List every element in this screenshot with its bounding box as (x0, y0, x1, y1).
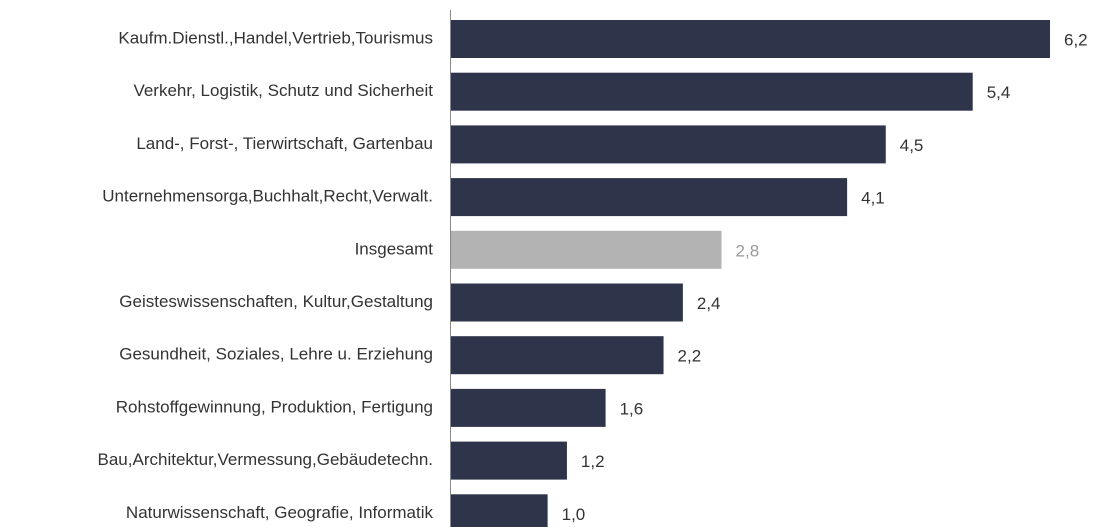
category-label: Naturwissenschaft, Geografie, Informatik (126, 503, 434, 522)
bar (451, 72, 973, 111)
bar (451, 283, 683, 322)
bar (451, 230, 722, 269)
bar (451, 388, 606, 427)
category-label: Gesundheit, Soziales, Lehre u. Erziehung (119, 345, 433, 364)
category-label: Kaufm.Dienstl.,Handel,Vertrieb,Tourismus (118, 28, 433, 47)
bar (451, 441, 567, 480)
category-label: Bau,Architektur,Vermessung,Gebäudetechn. (98, 450, 433, 469)
bar (451, 125, 886, 164)
category-label: Verkehr, Logistik, Schutz und Sicherheit (133, 81, 433, 100)
value-label: 4,5 (900, 136, 924, 155)
category-label: Unternehmensorga,Buchhalt,Recht,Verwalt. (102, 187, 433, 206)
value-label: 5,4 (987, 83, 1011, 102)
value-label: 2,2 (678, 347, 702, 366)
value-label: 1,2 (581, 452, 605, 471)
category-label: Geisteswissenschaften, Kultur,Gestaltung (119, 292, 433, 311)
value-label: 2,8 (736, 241, 760, 260)
bar (451, 178, 848, 217)
value-label: 2,4 (697, 294, 721, 313)
category-label: Insgesamt (355, 239, 434, 258)
category-label: Land-, Forst-, Tierwirtschaft, Gartenbau (136, 134, 433, 153)
value-label: 6,2 (1064, 30, 1088, 49)
category-label: Rohstoffgewinnung, Produktion, Fertigung (116, 397, 433, 416)
value-label: 1,6 (620, 399, 644, 418)
bar (451, 336, 664, 375)
value-label: 4,1 (861, 189, 885, 208)
value-label: 1,0 (562, 505, 586, 524)
bar (451, 494, 548, 527)
bar (451, 20, 1050, 58)
